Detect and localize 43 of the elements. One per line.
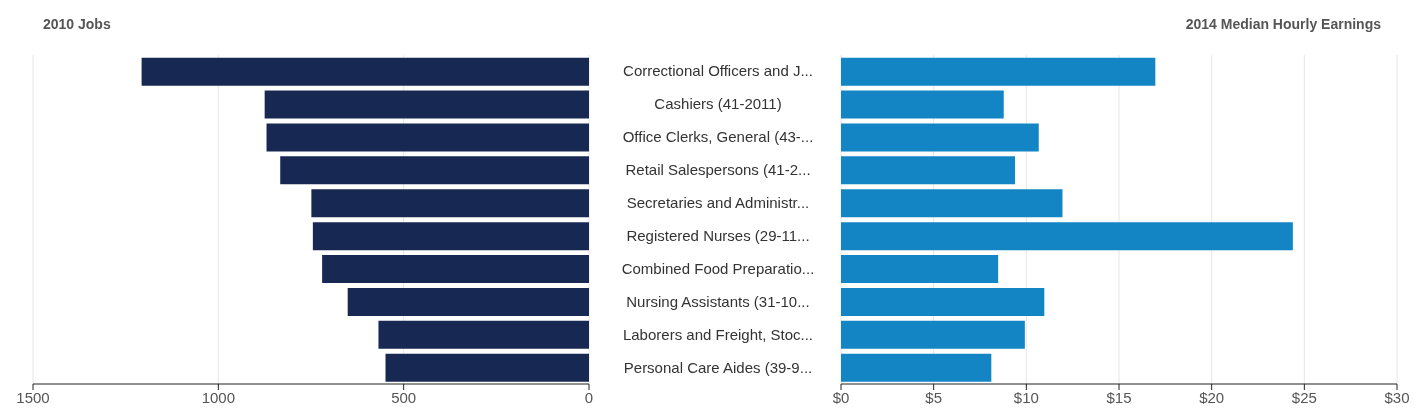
y-tick-label: Secretaries and Administr... bbox=[626, 194, 810, 212]
chart-title: 2014 Median Hourly Earnings bbox=[1185, 16, 1381, 32]
y-tick-label: Personal Care Aides (39-9... bbox=[623, 358, 813, 376]
bar bbox=[312, 222, 589, 251]
bar bbox=[841, 189, 1063, 218]
x-tick-label: 1000 bbox=[201, 388, 236, 406]
bar bbox=[841, 353, 992, 382]
y-tick-label: Office Clerks, General (43-... bbox=[622, 128, 814, 146]
bar bbox=[841, 123, 1039, 152]
y-tick-label: Retail Salespersons (41-2... bbox=[625, 161, 811, 179]
chart-title: 2010 Jobs bbox=[43, 16, 111, 32]
x-tick-label: $15 bbox=[1106, 388, 1132, 406]
x-tick-label: 500 bbox=[391, 388, 417, 406]
y-tick-label: Correctional Officers and J... bbox=[623, 62, 813, 80]
x-tick-label: $10 bbox=[1013, 388, 1039, 406]
x-tick-label: $30 bbox=[1384, 388, 1410, 406]
bar bbox=[280, 156, 589, 185]
x-tick-label: $0 bbox=[832, 388, 850, 406]
bar bbox=[841, 287, 1045, 316]
bar bbox=[264, 90, 589, 119]
x-tick-label: $20 bbox=[1199, 388, 1225, 406]
y-tick-label: Nursing Assistants (31-10... bbox=[626, 292, 810, 310]
bar bbox=[141, 57, 589, 86]
bar bbox=[841, 320, 1025, 349]
x-tick-label: $25 bbox=[1291, 388, 1317, 406]
bar bbox=[266, 123, 589, 152]
bar bbox=[385, 353, 589, 382]
bar bbox=[841, 222, 1293, 251]
x-tick-label: 1500 bbox=[16, 388, 50, 406]
bar bbox=[841, 90, 1004, 119]
bar bbox=[378, 320, 589, 349]
bar bbox=[841, 57, 1156, 86]
y-tick-label: Cashiers (41-2011) bbox=[654, 95, 782, 113]
x-tick-label: 0 bbox=[584, 388, 594, 406]
bar bbox=[347, 287, 589, 316]
bar bbox=[322, 255, 589, 284]
bar bbox=[311, 189, 589, 218]
x-tick-label: $5 bbox=[925, 388, 943, 406]
y-tick-label: Laborers and Freight, Stoc... bbox=[622, 325, 814, 343]
y-tick-label: Registered Nurses (29-11... bbox=[626, 226, 810, 244]
y-tick-label: Combined Food Preparatio... bbox=[621, 259, 815, 277]
bar bbox=[841, 156, 1016, 185]
bar bbox=[841, 255, 999, 284]
